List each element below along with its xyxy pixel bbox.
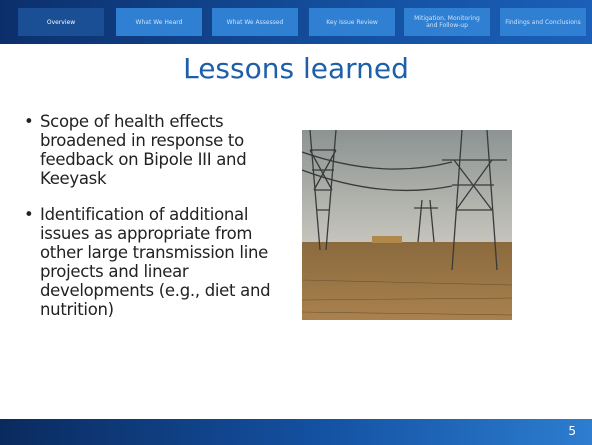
nav-tab[interactable]: Key Issue Review — [309, 8, 395, 36]
footer-bar: 5 — [0, 419, 592, 445]
slide-title: Lessons learned — [0, 52, 592, 85]
nav-tab[interactable]: Mitigation, Monitoring and Follow-up — [404, 8, 490, 36]
nav-tab[interactable]: What We Assessed — [212, 8, 298, 36]
nav-bar: Overview What We Heard What We Assessed Key… — [0, 0, 592, 44]
bullet: Scope of health effects broadened in res… — [24, 112, 294, 188]
nav-tab[interactable]: What We Heard — [116, 8, 202, 36]
nav-tab[interactable]: Overview — [18, 8, 104, 36]
slide: Overview What We Heard What We Assessed Key… — [0, 0, 592, 445]
bullet: Identification of additional issues as a… — [24, 205, 294, 319]
bullet-list: Scope of health effects broadened in res… — [24, 112, 294, 336]
nav-tab[interactable]: Findings and Conclusions — [500, 8, 586, 36]
photo — [302, 130, 512, 320]
page-number: 5 — [568, 424, 576, 438]
